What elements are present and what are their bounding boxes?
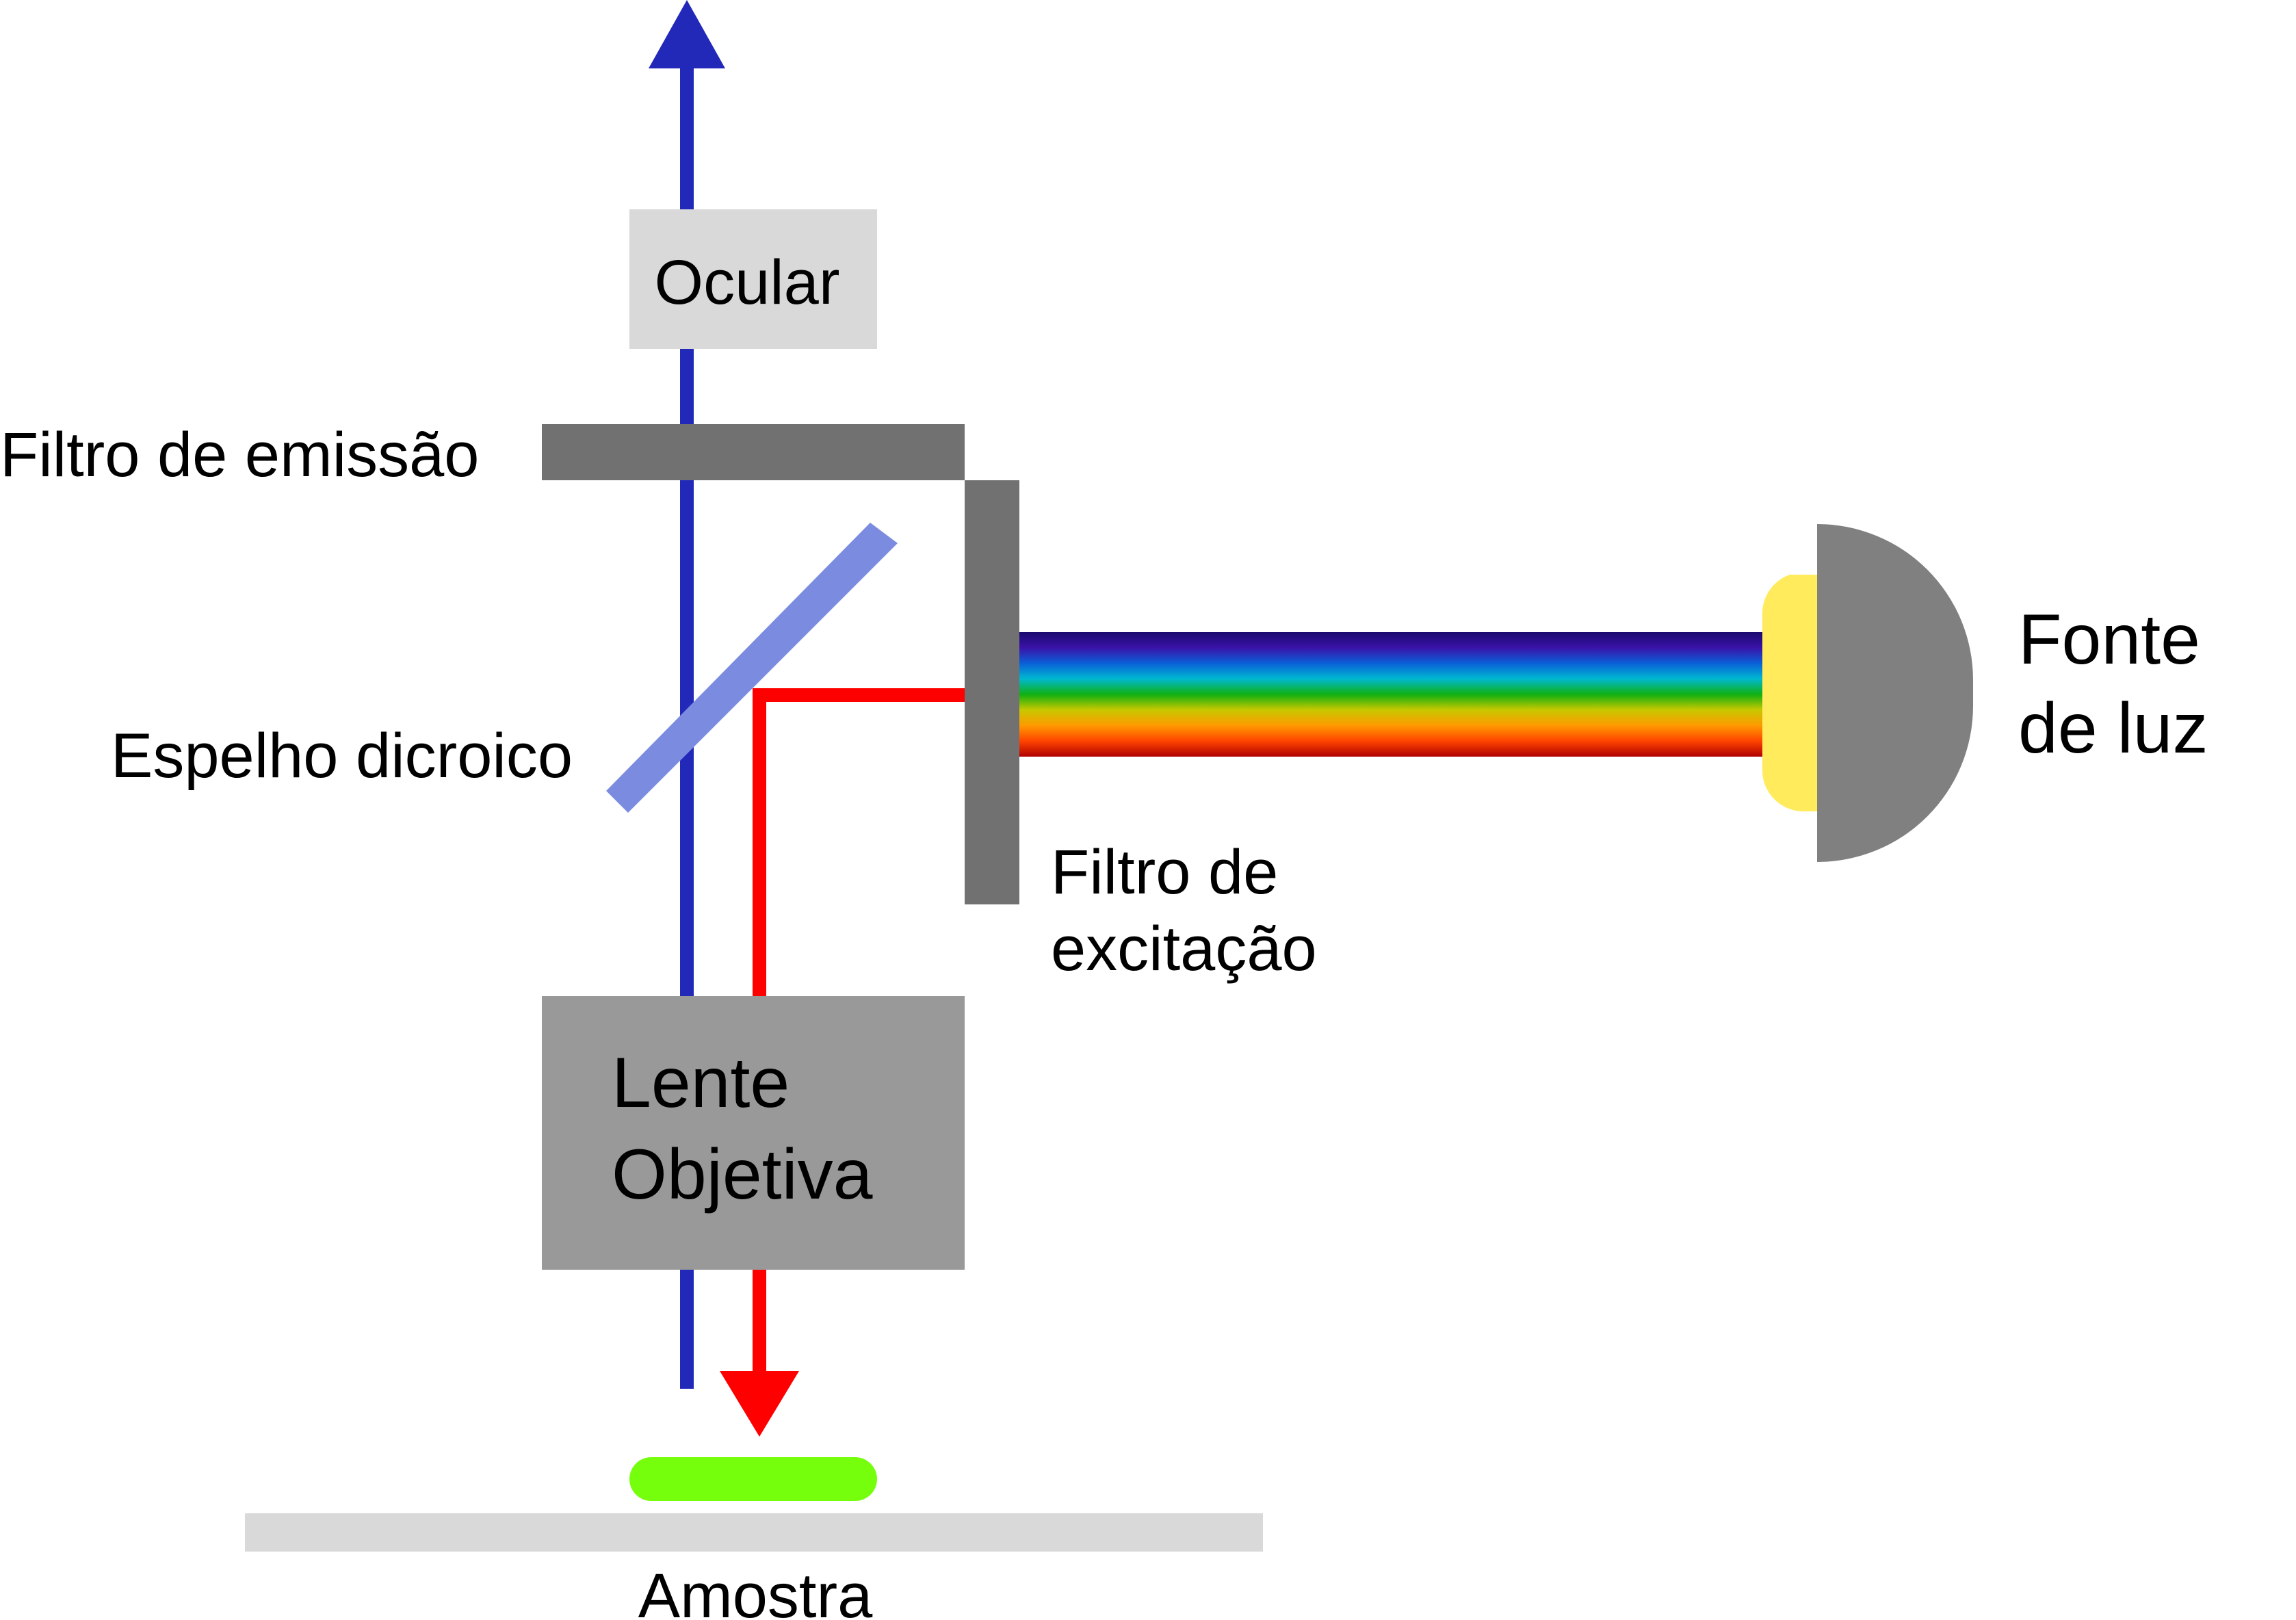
light-source-label-line2: de luz <box>2018 689 2208 768</box>
specimen <box>629 1457 877 1501</box>
objective-lens-box <box>542 996 965 1270</box>
excitation-filter-label-line2: excitação <box>1051 914 1317 984</box>
lamp-body <box>1817 524 1973 862</box>
sample-label: Amostra <box>638 1561 873 1620</box>
lamp-bulb <box>1762 575 1817 811</box>
ocular: Ocular <box>629 209 877 349</box>
lamp-body-side <box>1959 680 1973 706</box>
emission-filter-label: Filtro de emissão <box>0 420 479 490</box>
dichroic-mirror-label: Espelho dicroico <box>111 721 573 791</box>
excitation-beam-horizontal <box>753 688 965 702</box>
sample: Amostra <box>245 1457 1263 1620</box>
emission-filter <box>542 424 965 480</box>
slide <box>245 1513 1263 1552</box>
dichroic-mirror: Espelho dicroico <box>111 523 898 813</box>
emission-beam-through-ocular <box>680 209 694 349</box>
excitation-filter <box>965 480 1019 904</box>
light-source-label-line1: Fonte <box>2018 600 2200 679</box>
light-source: Fonte de luz <box>1762 524 2208 862</box>
objective-label-line1: Lente <box>612 1043 790 1123</box>
ocular-label: Ocular <box>655 248 840 317</box>
excitation-filter-label-line1: Filtro de <box>1051 837 1278 907</box>
objective-lens: Lente Objetiva <box>542 996 965 1270</box>
dichroic-mirror-plate <box>606 523 898 813</box>
excitation-beam-arrowhead <box>720 1371 799 1437</box>
objective-label-line2: Objetiva <box>612 1135 873 1214</box>
white-light-spectrum-beam <box>1019 632 1762 757</box>
emission-beam-arrowhead <box>649 0 725 68</box>
ocular-box <box>629 209 877 349</box>
